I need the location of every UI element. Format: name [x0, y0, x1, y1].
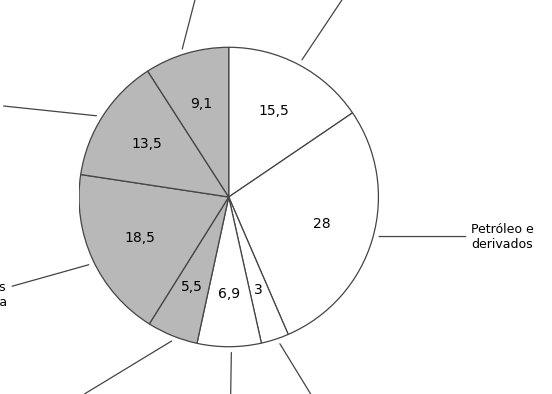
Text: Produtos
de cana: Produtos de cana — [0, 265, 89, 309]
Text: Petróleo e
derivados: Petróleo e derivados — [379, 223, 534, 251]
Wedge shape — [79, 175, 229, 324]
Text: 3: 3 — [254, 282, 263, 297]
Text: Carvão mineral: Carvão mineral — [182, 353, 278, 394]
Text: 18,5: 18,5 — [125, 230, 156, 245]
Wedge shape — [81, 71, 229, 197]
Text: Lenha e
carvão vegetal: Lenha e carvão vegetal — [8, 341, 172, 394]
Wedge shape — [148, 47, 229, 197]
Text: Gás
natural: Gás natural — [302, 0, 379, 60]
Text: Urânio: Urânio — [280, 344, 343, 394]
Text: 5,5: 5,5 — [181, 280, 203, 294]
Wedge shape — [229, 47, 353, 197]
Text: 28: 28 — [314, 217, 331, 231]
Text: 6,9: 6,9 — [218, 287, 240, 301]
Text: 9,1: 9,1 — [190, 97, 213, 111]
Text: 15,5: 15,5 — [259, 104, 290, 118]
Text: 13,5: 13,5 — [132, 137, 162, 151]
Wedge shape — [197, 197, 262, 347]
Text: Outras fontes
renováveis: Outras fontes renováveis — [168, 0, 253, 49]
Wedge shape — [149, 197, 229, 343]
Wedge shape — [229, 113, 379, 335]
Text: Hidráulica: Hidráulica — [0, 96, 97, 116]
Wedge shape — [229, 197, 288, 343]
